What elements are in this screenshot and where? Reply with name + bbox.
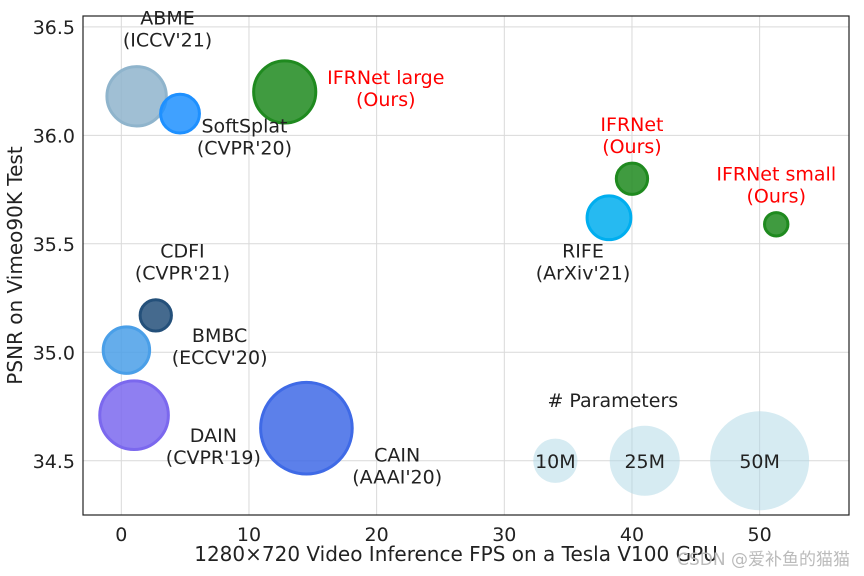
x-tick-label: 40 [620,524,644,546]
size-legend-label-25m: 25M [624,451,665,473]
size-legend-circle-10m [533,438,578,483]
point-cain [259,380,354,476]
x-axis-label: 1280×720 Video Inference FPS on a Tesla … [194,542,718,566]
point-venue-cain: (AAAI'20) [352,466,442,488]
size-legend-circle-25m [609,425,680,496]
size-legend-label-50m: 50M [739,451,780,473]
y-tick-label: 34.5 [33,451,75,473]
size-legend-label-10m: 10M [535,451,576,473]
data-points [98,59,790,476]
grid-lines [83,16,849,515]
point-abme [105,65,168,128]
point-label-ifrnet: IFRNet [600,114,663,136]
x-tick-label: 0 [115,524,127,546]
y-tick-label: 36.5 [33,17,75,39]
point-ifrnet-large [252,59,318,125]
axis-ticks: 0 10 20 30 40 50 34.5 35.0 35.5 36.0 36.5 [33,17,772,546]
point-label-abme: ABME [140,8,194,30]
point-venue-cdfi: (CVPR'21) [135,263,230,285]
point-ifrnet [614,161,650,196]
y-tick-label: 35.0 [33,342,75,364]
point-labels: ABME(ICCV'21) SoftSplat(CVPR'20) IFRNet la… [123,8,836,489]
point-venue-ifrnet-small: (Ours) [746,186,806,208]
size-legend: # Parameters 10M 25M 50M [533,390,810,511]
x-tick-label: 50 [748,524,772,546]
point-label-rife: RIFE [562,241,604,263]
point-rife [585,194,633,242]
point-venue-rife: (ArXiv'21) [536,263,631,285]
point-label-cain: CAIN [374,444,420,466]
point-venue-dain: (CVPR'19) [166,447,261,469]
point-ifrnet-small [763,211,790,238]
x-tick-label: 20 [365,524,389,546]
point-softsplat [159,92,201,135]
size-legend-title: # Parameters [547,390,678,412]
point-venue-ifrnet: (Ours) [602,136,662,158]
y-tick-label: 35.5 [33,234,75,256]
y-axis-label: PSNR on Vimeo90K Test [3,146,27,385]
point-dain [98,379,170,451]
point-label-dain: DAIN [190,425,237,447]
point-venue-abme: (ICCV'21) [123,30,212,52]
point-venue-ifrnet-large: (Ours) [356,89,416,111]
point-venue-bmbc: (ECCV'20) [172,347,268,369]
watermark: CSDN @爱补鱼的猫猫 [677,550,850,570]
point-label-bmbc: BMBC [192,325,247,347]
x-tick-label: 10 [237,524,261,546]
y-tick-label: 36.0 [33,125,75,147]
point-bmbc [101,325,152,375]
size-legend-circle-50m [710,411,810,511]
point-label-cdfi: CDFI [160,241,204,263]
point-venue-softsplat: (CVPR'20) [197,137,292,159]
x-tick-label: 30 [492,524,516,546]
point-cdfi [138,298,173,333]
plot-frame [82,15,850,516]
point-label-softsplat: SoftSplat [201,115,287,137]
point-label-ifrnet-small: IFRNet small [716,164,836,186]
point-label-ifrnet-large: IFRNet large [327,67,444,89]
